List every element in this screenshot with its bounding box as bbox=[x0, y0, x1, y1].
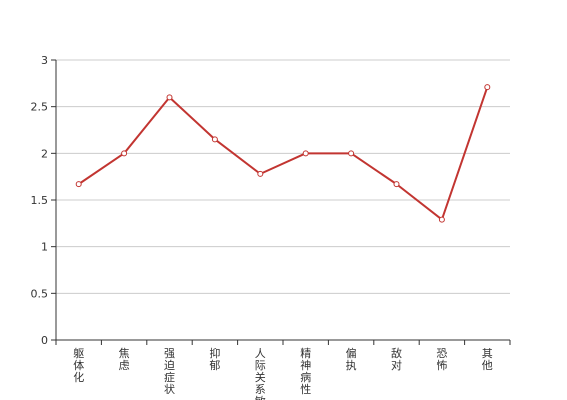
data-point bbox=[302, 150, 309, 157]
y-tick-label: 2.5 bbox=[31, 101, 49, 114]
x-tick-label: 其他 bbox=[482, 347, 493, 372]
series-line bbox=[78, 86, 489, 221]
x-tick-label: 抑郁 bbox=[209, 346, 220, 372]
y-tick-label: 1.5 bbox=[31, 194, 49, 207]
x-tick-label: 精神病性 bbox=[300, 347, 311, 396]
y-axis: 0 0.5 1 1.5 2 2.5 3 bbox=[31, 54, 57, 347]
y-tick-label: 0 bbox=[41, 334, 48, 347]
data-point bbox=[348, 150, 355, 157]
y-tick-label: 2 bbox=[41, 147, 48, 160]
y-tick-label: 0.5 bbox=[31, 287, 49, 300]
data-point bbox=[484, 84, 491, 91]
x-tick-label: 躯体化 bbox=[73, 347, 84, 384]
x-tick-label: 人际关系敏感 bbox=[255, 347, 266, 400]
data-point bbox=[75, 181, 82, 188]
data-point bbox=[211, 136, 218, 143]
data-point bbox=[166, 94, 173, 101]
x-tick-label: 偏执 bbox=[346, 346, 357, 372]
grid-lines bbox=[56, 59, 510, 294]
data-point bbox=[438, 216, 445, 223]
x-tick-label: 敌对 bbox=[391, 346, 402, 372]
data-point bbox=[393, 181, 400, 188]
x-tick-label: 恐怖 bbox=[436, 347, 447, 372]
series-layer bbox=[75, 84, 491, 223]
x-tick-label: 焦虑 bbox=[119, 347, 130, 372]
data-point bbox=[121, 150, 128, 157]
y-tick-label: 1 bbox=[41, 241, 48, 254]
x-tick-label: 强迫症状 bbox=[164, 347, 175, 396]
y-tick-label: 3 bbox=[41, 54, 48, 67]
x-axis: 躯体化 焦虑 强迫症状 抑郁 人际关系敏感 精神病性 偏执 敌对 恐怖 其他 bbox=[55, 339, 511, 400]
data-point bbox=[257, 170, 264, 177]
